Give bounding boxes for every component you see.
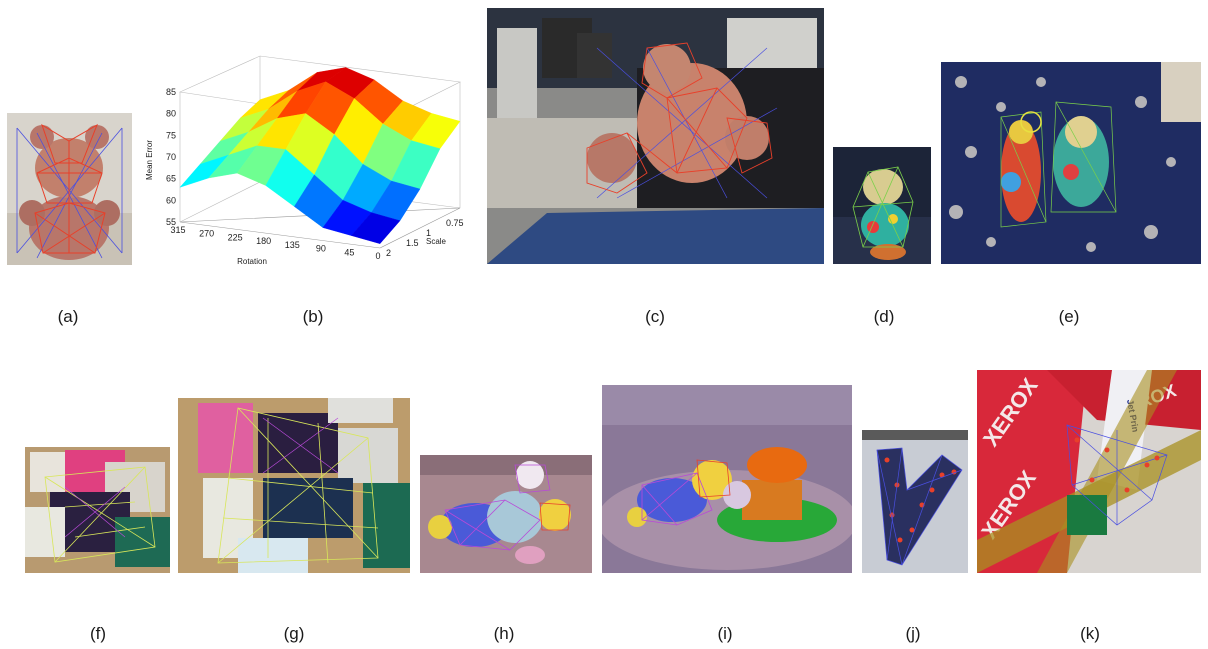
caption-e: (e) (1049, 307, 1089, 327)
panel-j-image (862, 430, 968, 573)
caption-k: (k) (1070, 624, 1110, 644)
y-axis-label: Scale (426, 237, 447, 246)
z-tick-label: 60 (166, 195, 176, 205)
caption-b: (b) (293, 307, 333, 327)
caption-i: (i) (705, 624, 745, 644)
caption-f: (f) (78, 624, 118, 644)
caption-g: (g) (274, 624, 314, 644)
z-axis-label: Mean Error (145, 140, 154, 180)
panel-k-image: XEROX XEROX XEROX Jet Prin (977, 370, 1201, 573)
panel-b-surface-plot: 55 60 65 70 75 80 85 315 270 225 180 135 90 45 0 2 1.5… (140, 52, 465, 274)
rotation-tick-label: 180 (256, 236, 271, 246)
scale-tick-label: 2 (386, 248, 391, 258)
rotation-tick-label: 315 (170, 225, 185, 235)
x-axis-label: Rotation (237, 257, 267, 266)
rotation-tick-label: 0 (375, 251, 380, 261)
z-tick-label: 85 (166, 87, 176, 97)
scale-tick-label: 1.5 (406, 238, 419, 248)
caption-h: (h) (484, 624, 524, 644)
panel-d-image (833, 147, 931, 264)
z-tick-label: 65 (166, 174, 176, 184)
caption-d: (d) (864, 307, 904, 327)
scale-tick-label: 0.75 (446, 218, 464, 228)
caption-j: (j) (893, 624, 933, 644)
panel-e-image (941, 62, 1201, 264)
rotation-tick-label: 135 (285, 240, 300, 250)
panel-h-image (420, 455, 592, 573)
panel-g-image (178, 398, 410, 573)
panel-f-image (25, 447, 170, 573)
caption-c: (c) (635, 307, 675, 327)
z-tick-label: 75 (166, 130, 176, 140)
rotation-tick-label: 45 (344, 247, 354, 257)
rotation-tick-label: 90 (316, 244, 326, 254)
panel-c-image (487, 8, 824, 264)
caption-a: (a) (48, 307, 88, 327)
z-tick-label: 80 (166, 109, 176, 119)
rotation-tick-label: 270 (199, 229, 214, 239)
rotation-tick-label: 225 (228, 232, 243, 242)
z-tick-label: 70 (166, 152, 176, 162)
panel-i-image (602, 385, 852, 573)
panel-a-image (7, 113, 132, 265)
